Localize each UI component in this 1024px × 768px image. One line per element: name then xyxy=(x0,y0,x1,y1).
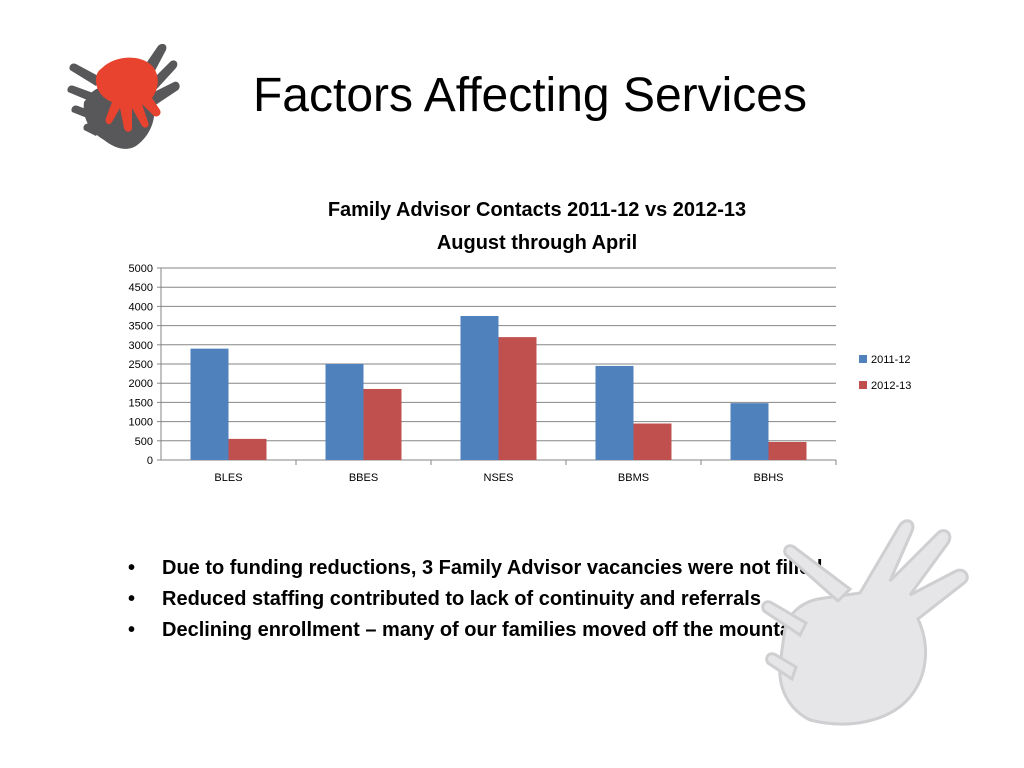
y-tick-label: 4000 xyxy=(129,301,153,313)
bar-2011-12-BLES xyxy=(190,348,229,460)
bar-2012-13-BBMS xyxy=(633,423,672,460)
legend-label: 2012-13 xyxy=(871,380,911,392)
y-tick-label: 5000 xyxy=(129,263,153,275)
legend-swatch xyxy=(859,355,867,363)
y-tick-label: 4500 xyxy=(129,282,153,294)
x-tick-label: BLES xyxy=(214,472,242,484)
x-tick-label: BBHS xyxy=(754,472,784,484)
x-tick-label: BBMS xyxy=(618,472,649,484)
bar-2012-13-BLES xyxy=(228,438,267,460)
bars xyxy=(190,316,807,460)
y-tick-label: 3000 xyxy=(129,340,153,352)
x-tick-label: NSES xyxy=(484,472,514,484)
y-tick-label: 2000 xyxy=(129,378,153,390)
chart-title: Family Advisor Contacts 2011-12 vs 2012-… xyxy=(328,199,746,221)
bar-2012-13-NSES xyxy=(498,337,537,460)
bullet-text: Declining enrollment – many of our famil… xyxy=(162,619,809,641)
bullet-text: Due to funding reductions, 3 Family Advi… xyxy=(162,557,823,579)
bar-2012-13-BBHS xyxy=(768,441,807,460)
y-tick-label: 1000 xyxy=(129,417,153,429)
legend-label: 2011-12 xyxy=(871,354,911,366)
bullet-dot-icon: • xyxy=(128,557,136,579)
bullet-item: • Due to funding reductions, 3 Family Ad… xyxy=(128,553,928,584)
legend: 2011-12 2012-13 xyxy=(859,354,911,392)
y-axis-ticks: 0 500 1000 1500 2000 2500 3000 3500 4000 4500 5000 xyxy=(129,263,153,467)
y-tick-label: 500 xyxy=(135,436,153,448)
y-tick-label: 2500 xyxy=(129,359,153,371)
bullet-dot-icon: • xyxy=(128,588,136,610)
bullet-item: • Declining enrollment – many of our fam… xyxy=(128,615,928,646)
bullet-list: • Due to funding reductions, 3 Family Ad… xyxy=(128,553,928,646)
bullet-text: Reduced staffing contributed to lack of … xyxy=(162,588,761,610)
bullet-dot-icon: • xyxy=(128,619,136,641)
x-axis-ticks: BLES BBES NSES BBMS BBHS xyxy=(214,460,837,484)
bar-2011-12-BBMS xyxy=(595,365,634,460)
chart-subtitle: August through April xyxy=(437,232,637,254)
y-tick-label: 1500 xyxy=(129,397,153,409)
legend-swatch xyxy=(859,381,867,389)
bar-chart: Family Advisor Contacts 2011-12 vs 2012-… xyxy=(129,199,912,484)
slide-title: Factors Affecting Services xyxy=(252,69,807,122)
x-tick-label: BBES xyxy=(349,472,378,484)
bar-2011-12-BBES xyxy=(325,364,364,460)
bar-2011-12-NSES xyxy=(460,316,499,460)
helping-hands-logo-icon xyxy=(67,43,180,149)
y-tick-label: 0 xyxy=(147,455,153,467)
bar-2012-13-BBES xyxy=(363,388,402,460)
y-tick-label: 3500 xyxy=(129,321,153,333)
bullet-item: • Reduced staffing contributed to lack o… xyxy=(128,584,928,615)
bar-2011-12-BBHS xyxy=(730,403,769,460)
hand-watermark-icon xyxy=(761,519,969,726)
